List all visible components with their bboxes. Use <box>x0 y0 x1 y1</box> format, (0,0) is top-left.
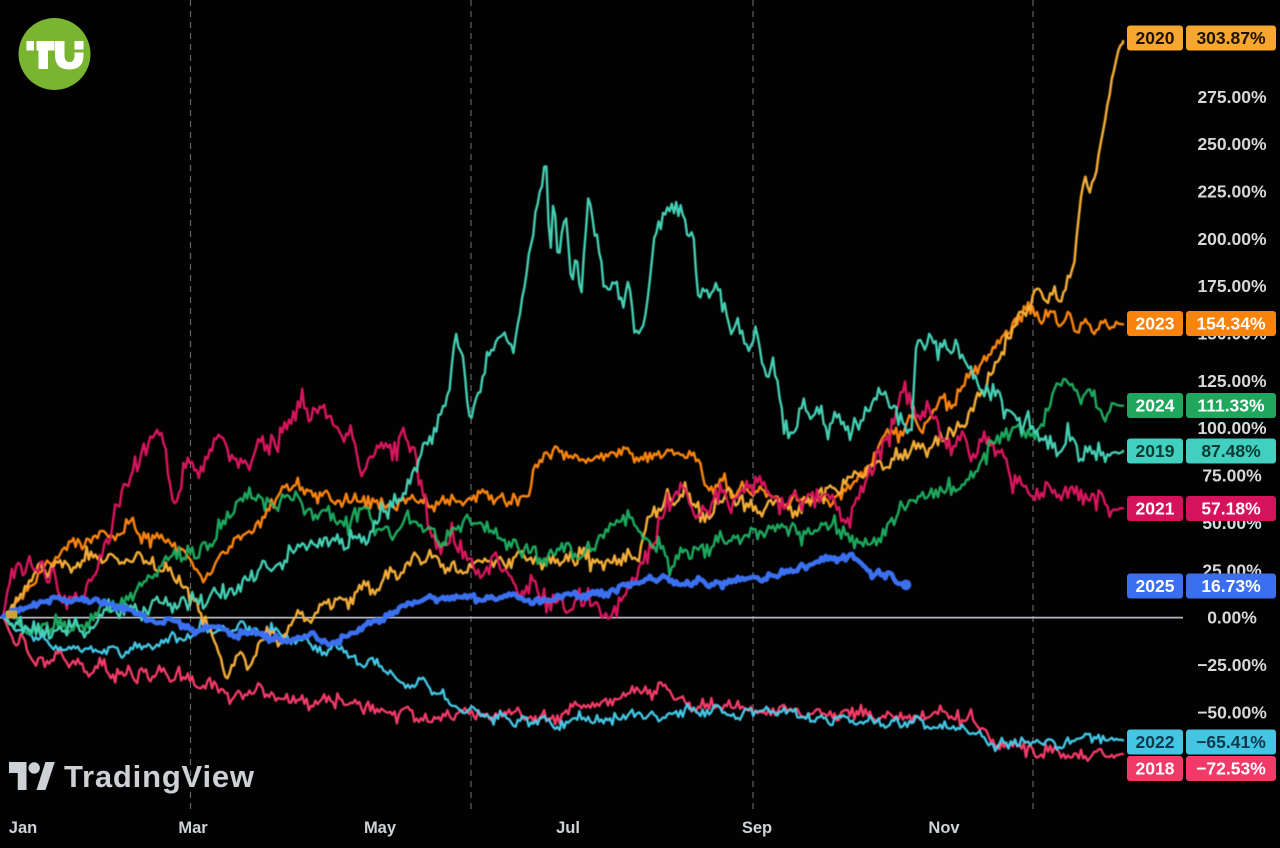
svg-text:Mar: Mar <box>178 819 208 837</box>
svg-text:−65.41%: −65.41% <box>1196 732 1266 752</box>
svg-text:2019: 2019 <box>1136 441 1175 461</box>
svg-text:87.48%: 87.48% <box>1201 441 1261 461</box>
svg-text:275.00%: 275.00% <box>1197 87 1267 107</box>
svg-text:303.87%: 303.87% <box>1196 28 1266 48</box>
svg-text:Jul: Jul <box>556 819 580 837</box>
svg-text:Nov: Nov <box>928 819 960 837</box>
svg-text:2021: 2021 <box>1136 499 1175 519</box>
svg-text:16.73%: 16.73% <box>1201 576 1261 596</box>
svg-text:2023: 2023 <box>1136 314 1175 334</box>
svg-text:225.00%: 225.00% <box>1197 182 1267 202</box>
svg-text:125.00%: 125.00% <box>1197 371 1267 391</box>
svg-text:75.00%: 75.00% <box>1202 466 1262 486</box>
svg-text:TradingView: TradingView <box>64 759 255 794</box>
svg-text:57.18%: 57.18% <box>1201 499 1261 519</box>
svg-text:Sep: Sep <box>742 819 772 837</box>
svg-text:250.00%: 250.00% <box>1197 134 1267 154</box>
svg-text:2024: 2024 <box>1136 396 1175 416</box>
svg-text:175.00%: 175.00% <box>1197 276 1267 296</box>
svg-text:2018: 2018 <box>1136 759 1175 779</box>
svg-text:111.33%: 111.33% <box>1197 396 1265 416</box>
svg-text:Jan: Jan <box>9 819 37 837</box>
svg-text:2025: 2025 <box>1136 576 1175 596</box>
svg-text:May: May <box>364 819 397 837</box>
svg-text:−72.53%: −72.53% <box>1196 759 1266 779</box>
svg-text:2022: 2022 <box>1136 732 1175 752</box>
svg-text:154.34%: 154.34% <box>1196 314 1266 334</box>
svg-text:−50.00%: −50.00% <box>1197 702 1267 722</box>
svg-text:100.00%: 100.00% <box>1197 418 1267 438</box>
svg-text:2020: 2020 <box>1136 28 1175 48</box>
svg-text:−25.00%: −25.00% <box>1197 655 1267 675</box>
svg-text:200.00%: 200.00% <box>1197 229 1267 249</box>
svg-text:0.00%: 0.00% <box>1207 608 1257 628</box>
